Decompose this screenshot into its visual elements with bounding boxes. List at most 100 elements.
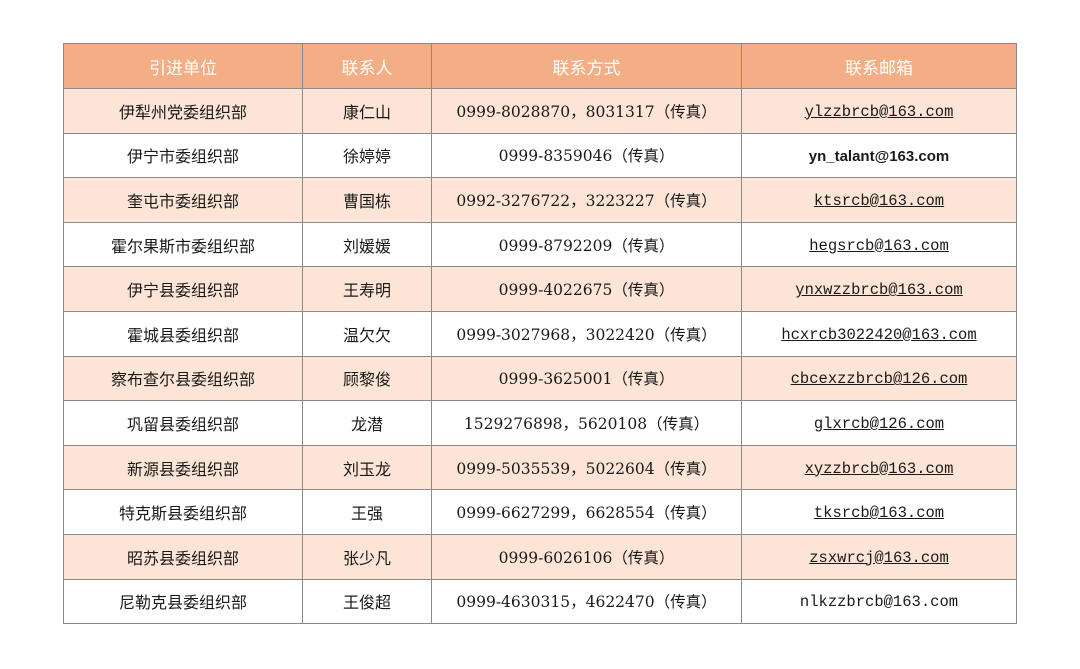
email-cell: ynxwzzbrcb@163.com xyxy=(741,266,1017,312)
contact-cell: 刘媛媛 xyxy=(302,221,432,268)
contact-cell: 温欠欠 xyxy=(302,310,432,357)
email-link[interactable]: ylzzbrcb@163.com xyxy=(804,102,954,121)
contact-table: 引进单位 联系人 联系方式 联系邮箱 伊犁州党委组织部 康仁山 0999-80288… xyxy=(63,43,1017,625)
unit-cell: 霍城县委组织部 xyxy=(63,310,303,357)
email-link[interactable]: glxrcb@126.com xyxy=(813,414,945,433)
phone-cell: 0999-6627299，6628554（传真） xyxy=(431,489,742,535)
table-row: 特克斯县委组织部 王强 0999-6627299，6628554（传真） tksrcb… xyxy=(63,489,1017,535)
email-cell: cbcexzzbrcb@126.com xyxy=(741,355,1017,402)
table-row: 昭苏县委组织部 张少凡 0999-6026106（传真） zsxwrcj@163.co… xyxy=(63,533,1017,580)
header-unit: 引进单位 xyxy=(63,43,303,89)
contact-cell: 张少凡 xyxy=(302,533,432,580)
email-link[interactable]: zsxwrcj@163.com xyxy=(809,548,949,567)
unit-cell: 伊宁市委组织部 xyxy=(63,132,303,179)
email-cell: zsxwrcj@163.com xyxy=(741,533,1017,580)
unit-cell: 新源县委组织部 xyxy=(126,459,239,479)
contact-cell: 王强 xyxy=(350,504,383,524)
contact-cell: 王强 xyxy=(302,489,432,535)
phone-cell: 0999-8359046（传真） xyxy=(498,147,675,166)
contact-cell: 龙潜 xyxy=(350,414,383,434)
email-cell: ktsrcb@163.com xyxy=(741,177,1017,223)
table-row: 奎屯市委组织部 曹国栋 0992-3276722，3223227（传真） ktsrcb… xyxy=(63,177,1017,223)
contact-cell: 王寿明 xyxy=(342,281,391,301)
contact-cell: 刘玉龙 xyxy=(342,459,391,479)
unit-cell: 伊宁县委组织部 xyxy=(126,281,239,301)
contact-cell: 刘玉龙 xyxy=(302,444,432,491)
phone-cell: 0999-8359046（传真） xyxy=(431,132,742,179)
phone-cell: 0999-8792209（传真） xyxy=(498,236,675,255)
table-body: 伊犁州党委组织部 康仁山 0999-8028870，8031317（传真） ylzzb… xyxy=(63,88,1017,625)
email-link[interactable]: ynxwzzbrcb@163.com xyxy=(795,281,963,300)
unit-cell: 昭苏县委组织部 xyxy=(63,533,303,580)
phone-cell: 0992-3276722，3223227（传真） xyxy=(431,177,742,223)
table-row: 新源县委组织部 刘玉龙 0999-5035539，5022604（传真） xyzzbr… xyxy=(63,444,1017,491)
phone-cell: 0999-3625001（传真） xyxy=(431,355,742,402)
unit-cell: 巩留县委组织部 xyxy=(63,400,303,446)
email-cell: glxrcb@126.com xyxy=(741,400,1017,446)
email-link[interactable]: hegsrcb@163.com xyxy=(809,236,949,255)
email-cell: hegsrcb@163.com xyxy=(741,221,1017,268)
phone-cell: 0999-4022675（传真） xyxy=(431,266,742,312)
contact-cell: 顾黎俊 xyxy=(342,370,391,390)
header-phone: 联系方式 xyxy=(431,43,742,89)
contact-cell: 张少凡 xyxy=(342,548,391,568)
email-link[interactable]: cbcexzzbrcb@126.com xyxy=(790,370,968,389)
contact-cell: 王寿明 xyxy=(302,266,432,312)
contact-cell: 刘媛媛 xyxy=(342,236,391,256)
email-cell: nlkzzbrcb@163.com xyxy=(741,578,1017,625)
table-row: 霍尔果斯市委组织部 刘媛媛 0999-8792209（传真） hegsrcb@163.… xyxy=(63,221,1017,268)
unit-cell: 尼勒克县委组织部 xyxy=(63,578,303,625)
phone-cell: 0999-6026106（传真） xyxy=(431,533,742,580)
unit-cell: 伊犁州党委组织部 xyxy=(118,102,247,122)
table-row: 尼勒克县委组织部 王俊超 0999-4630315，4622470（传真） nlkzz… xyxy=(63,578,1017,625)
table-row: 巩留县委组织部 龙潜 1529276898，5620108（传真） glxrcb@12… xyxy=(63,400,1017,446)
contact-cell: 王俊超 xyxy=(342,593,391,613)
contact-cell: 康仁山 xyxy=(302,88,432,134)
email-link[interactable]: hcxrcb3022420@163.com xyxy=(781,325,977,344)
header-email: 联系邮箱 xyxy=(741,43,1017,89)
table-row: 伊宁市委组织部 徐婷婷 0999-8359046（传真） yn_talant@163.… xyxy=(63,132,1017,179)
unit-cell: 巩留县委组织部 xyxy=(126,414,239,434)
email-link[interactable]: ktsrcb@163.com xyxy=(813,191,945,210)
unit-cell: 察布查尔县委组织部 xyxy=(110,370,255,390)
unit-cell: 昭苏县委组织部 xyxy=(126,548,239,568)
contact-cell: 徐婷婷 xyxy=(302,132,432,179)
unit-cell: 察布查尔县委组织部 xyxy=(63,355,303,402)
email-cell: yn_talant@163.com xyxy=(741,132,1017,179)
phone-cell: 0999-4022675（传真） xyxy=(498,281,675,300)
phone-cell: 0992-3276722，3223227（传真） xyxy=(456,191,717,210)
phone-cell: 1529276898，5620108（传真） xyxy=(431,400,742,446)
table-row: 伊犁州党委组织部 康仁山 0999-8028870，8031317（传真） ylzzb… xyxy=(63,88,1017,134)
header-contact: 联系人 xyxy=(302,43,432,89)
unit-cell: 霍城县委组织部 xyxy=(126,325,239,345)
phone-cell: 0999-4630315，4622470（传真） xyxy=(456,593,717,612)
contact-cell: 温欠欠 xyxy=(342,325,391,345)
unit-cell: 伊宁市委组织部 xyxy=(126,147,239,167)
phone-cell: 0999-8792209（传真） xyxy=(431,221,742,268)
unit-cell: 奎屯市委组织部 xyxy=(63,177,303,223)
phone-cell: 0999-6026106（传真） xyxy=(498,548,675,567)
email-link: nlkzzbrcb@163.com xyxy=(799,593,959,612)
contact-cell: 龙潜 xyxy=(302,400,432,446)
unit-cell: 伊犁州党委组织部 xyxy=(63,88,303,134)
contact-cell: 徐婷婷 xyxy=(342,147,391,167)
phone-cell: 0999-3027968，3022420（传真） xyxy=(456,325,717,344)
unit-cell: 霍尔果斯市委组织部 xyxy=(63,221,303,268)
contact-cell: 曹国栋 xyxy=(302,177,432,223)
phone-cell: 0999-8028870，8031317（传真） xyxy=(456,102,717,121)
table-row: 察布查尔县委组织部 顾黎俊 0999-3625001（传真） cbcexzzbrcb@… xyxy=(63,355,1017,402)
unit-cell: 尼勒克县委组织部 xyxy=(118,593,247,613)
table-row: 伊宁县委组织部 王寿明 0999-4022675（传真） ynxwzzbrcb@163… xyxy=(63,266,1017,312)
phone-cell: 0999-6627299，6628554（传真） xyxy=(456,504,717,523)
email-cell: tksrcb@163.com xyxy=(741,489,1017,535)
unit-cell: 奎屯市委组织部 xyxy=(126,191,239,211)
header-row: 引进单位 联系人 联系方式 联系邮箱 xyxy=(63,43,1017,89)
email-link[interactable]: xyzzbrcb@163.com xyxy=(804,459,954,478)
contact-cell: 曹国栋 xyxy=(342,191,391,211)
phone-cell: 0999-4630315，4622470（传真） xyxy=(431,578,742,625)
phone-cell: 0999-8028870，8031317（传真） xyxy=(431,88,742,134)
unit-cell: 新源县委组织部 xyxy=(63,444,303,491)
email-cell: ylzzbrcb@163.com xyxy=(741,88,1017,134)
email-link[interactable]: tksrcb@163.com xyxy=(813,504,945,523)
contact-cell: 康仁山 xyxy=(342,102,391,122)
